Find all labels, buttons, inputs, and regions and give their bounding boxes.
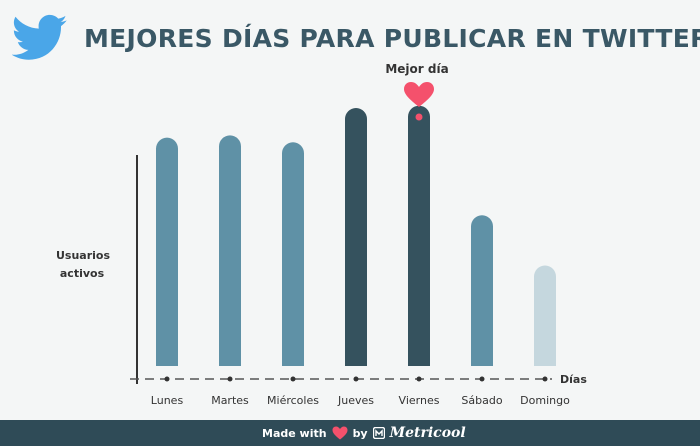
brand-name: Metricool: [389, 425, 466, 441]
bar-martes: [219, 135, 241, 366]
x-tick-label: Viernes: [399, 394, 440, 407]
x-tick-label: Domingo: [520, 394, 570, 407]
x-tick-dot: [416, 376, 422, 382]
by-text: by: [352, 426, 368, 440]
heart-dot: [415, 113, 423, 121]
bar-chart: Lunes Martes Miércoles Jueves Viernes Sábado D…: [130, 82, 570, 407]
x-tick-label: Lunes: [151, 394, 184, 407]
bar-sábado: [471, 215, 493, 366]
footer-credit: Made with by Metricool: [262, 420, 466, 446]
metricool-logo-icon: [372, 427, 385, 439]
annotation-layer: [404, 82, 434, 121]
x-tick-dot: [353, 376, 359, 382]
twitter-bird-icon: [12, 14, 68, 60]
header: MEJORES DÍAS PARA PUBLICAR EN TWITTER: [0, 0, 700, 80]
heart-icon: [404, 82, 434, 107]
bar-jueves: [345, 107, 367, 366]
x-tick-dot: [164, 376, 170, 382]
x-tick-label: Jueves: [337, 394, 374, 407]
x-tick-label: Sábado: [461, 394, 502, 407]
bar-domingo: [534, 265, 556, 366]
x-tick-label: Miércoles: [267, 394, 319, 407]
page-title: MEJORES DÍAS PARA PUBLICAR EN TWITTER: [84, 24, 700, 53]
bar-viernes: [408, 105, 430, 366]
heart-icon: [332, 426, 348, 440]
x-tick-dot: [479, 376, 485, 382]
y-axis-label: Usuarios activos: [56, 249, 111, 280]
x-axis-label: Días: [560, 373, 587, 386]
made-with-text: Made with: [262, 426, 327, 440]
category-labels-layer: Lunes Martes Miércoles Jueves Viernes Sábado D…: [151, 394, 570, 407]
x-tick-dot: [290, 376, 296, 382]
x-tick-label: Martes: [211, 394, 249, 407]
bar-miércoles: [282, 142, 304, 366]
x-tick-dot: [227, 376, 233, 382]
footer: Made with by Metricool: [0, 420, 700, 446]
best-day-label: Mejor día: [385, 62, 449, 76]
bars-layer: [156, 105, 556, 382]
x-tick-dot: [542, 376, 548, 382]
bar-lunes: [156, 137, 178, 366]
